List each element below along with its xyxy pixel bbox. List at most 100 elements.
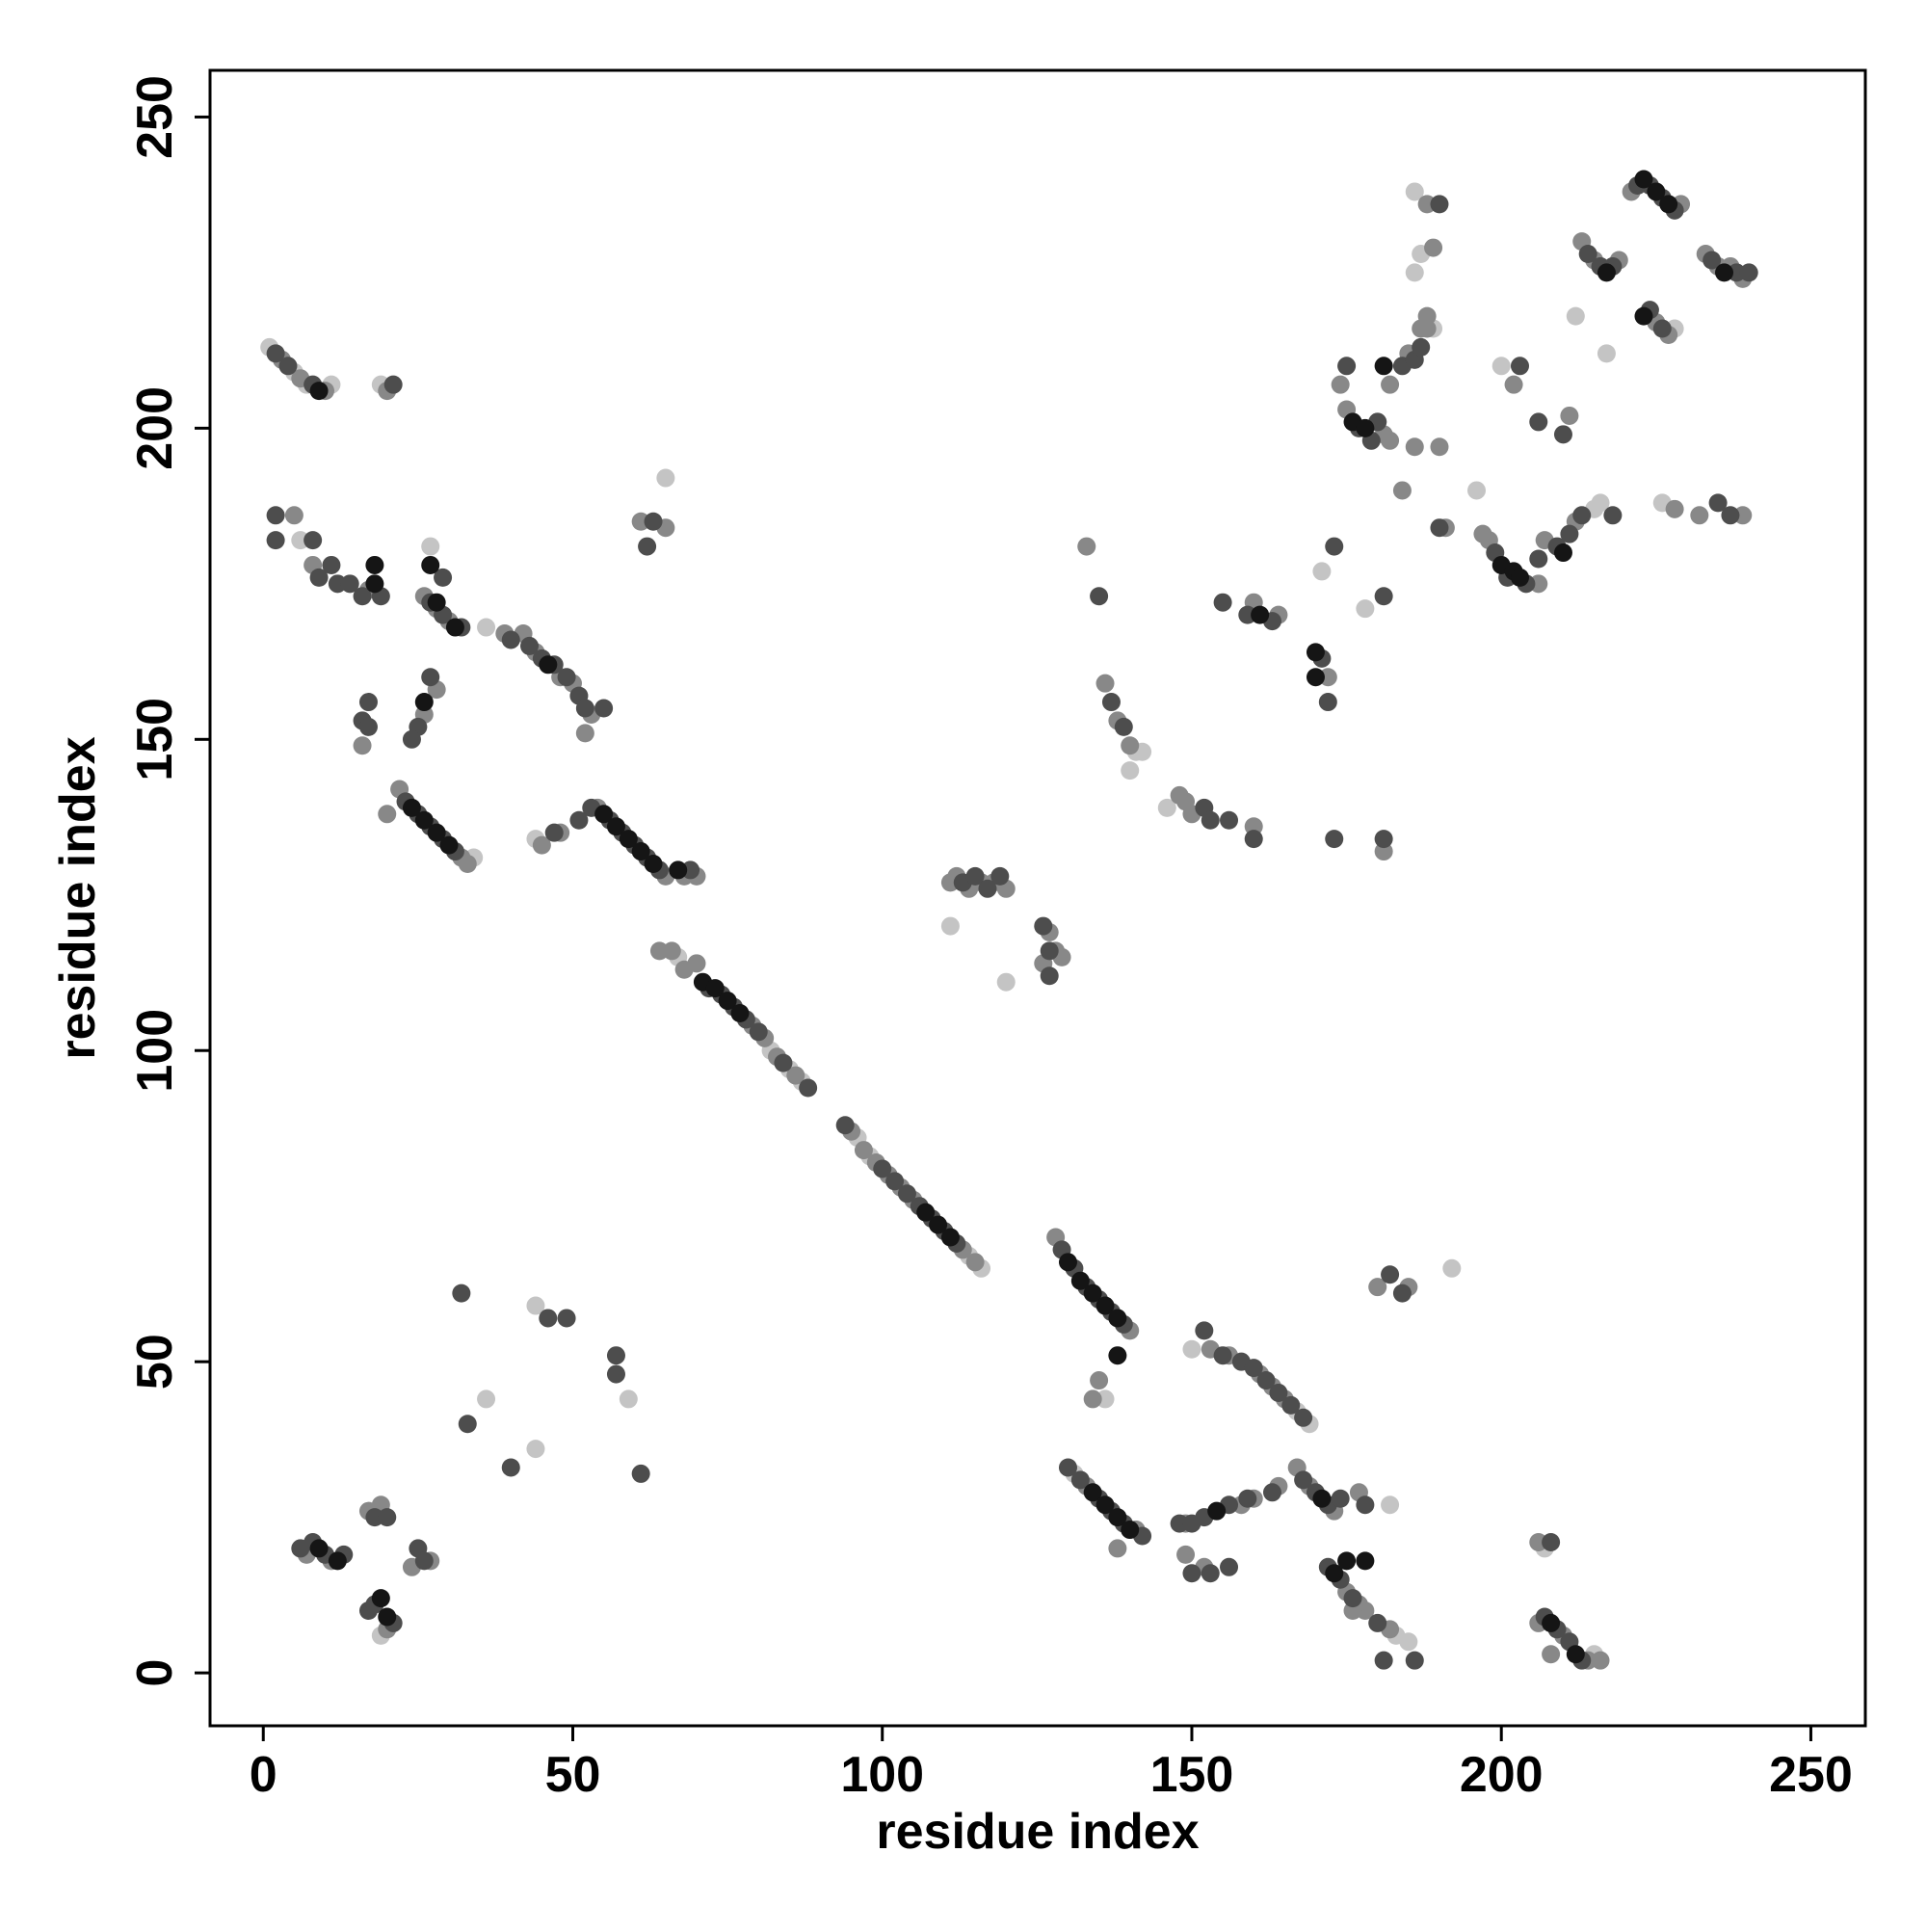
point	[1090, 1371, 1109, 1390]
point	[1182, 1339, 1201, 1359]
point	[445, 618, 464, 637]
point	[1467, 481, 1487, 500]
point	[1381, 431, 1400, 450]
point	[1337, 357, 1357, 376]
point	[594, 805, 614, 824]
point	[718, 992, 737, 1011]
point	[1095, 1495, 1115, 1515]
point	[557, 1309, 576, 1328]
point	[1603, 506, 1623, 525]
point	[644, 854, 663, 873]
point	[1405, 437, 1424, 457]
point	[1553, 543, 1572, 563]
point	[1325, 830, 1344, 849]
point	[1591, 1651, 1610, 1670]
point	[532, 835, 551, 855]
point	[1356, 418, 1375, 437]
point	[1070, 1470, 1090, 1490]
point	[996, 972, 1016, 992]
point	[1374, 587, 1393, 606]
point	[266, 344, 285, 363]
point	[1331, 375, 1350, 394]
point	[1058, 1253, 1077, 1272]
point	[378, 1607, 397, 1627]
point	[897, 1184, 916, 1204]
point	[1040, 966, 1059, 986]
point	[606, 1346, 625, 1365]
point	[1368, 1613, 1387, 1632]
point	[353, 587, 372, 606]
point	[353, 736, 372, 755]
point	[1529, 412, 1548, 432]
point	[1392, 1284, 1412, 1303]
point	[854, 1141, 873, 1160]
x-tick-label: 100	[840, 1747, 924, 1803]
point	[1090, 587, 1109, 606]
y-tick-label: 250	[127, 75, 183, 159]
x-tick-label: 50	[545, 1747, 601, 1803]
point	[1337, 1551, 1357, 1571]
point	[1542, 1532, 1561, 1551]
point	[309, 382, 329, 401]
point	[365, 574, 384, 594]
point	[1325, 537, 1344, 556]
point	[421, 537, 440, 556]
point	[1083, 1389, 1102, 1409]
point	[705, 979, 725, 998]
point	[606, 1364, 625, 1384]
point	[1560, 524, 1579, 543]
point	[1739, 263, 1758, 282]
point	[1374, 357, 1393, 376]
point	[1244, 830, 1263, 849]
point	[1325, 1564, 1344, 1583]
point	[1665, 499, 1684, 518]
point	[427, 823, 446, 842]
point	[644, 512, 663, 531]
point	[322, 555, 341, 574]
point	[378, 1508, 397, 1527]
point	[1634, 170, 1653, 189]
point	[266, 506, 285, 525]
point	[1201, 1564, 1220, 1583]
point	[1430, 195, 1449, 214]
y-tick-label: 50	[127, 1334, 183, 1389]
point	[1312, 1489, 1332, 1508]
point	[916, 1203, 936, 1222]
point	[1430, 518, 1449, 538]
point	[631, 1464, 650, 1483]
point	[594, 699, 614, 718]
x-axis-title: residue index	[876, 1804, 1199, 1860]
point	[606, 817, 625, 836]
point	[1306, 643, 1325, 662]
point	[358, 693, 378, 712]
point	[1381, 1265, 1400, 1284]
point	[439, 835, 459, 855]
point	[873, 1159, 892, 1178]
point	[1201, 810, 1220, 830]
point	[371, 1589, 390, 1608]
point	[1510, 357, 1529, 376]
point	[575, 699, 594, 718]
point	[1442, 1258, 1462, 1278]
point	[1108, 1309, 1127, 1328]
point	[575, 724, 594, 743]
point	[1566, 1645, 1585, 1664]
y-axis-title: residue index	[50, 736, 106, 1059]
point	[1318, 693, 1337, 712]
point	[1542, 1645, 1561, 1664]
point	[1083, 1483, 1102, 1502]
point	[1058, 1458, 1077, 1477]
point	[1101, 693, 1121, 712]
point	[631, 842, 650, 861]
point	[662, 941, 681, 961]
x-tick-label: 250	[1769, 1747, 1853, 1803]
point	[638, 537, 657, 556]
point	[1659, 195, 1678, 214]
x-tick-label: 200	[1460, 1747, 1544, 1803]
point	[309, 568, 329, 587]
point	[421, 668, 440, 687]
point	[1095, 1296, 1115, 1315]
point	[421, 555, 440, 574]
point	[378, 805, 397, 824]
